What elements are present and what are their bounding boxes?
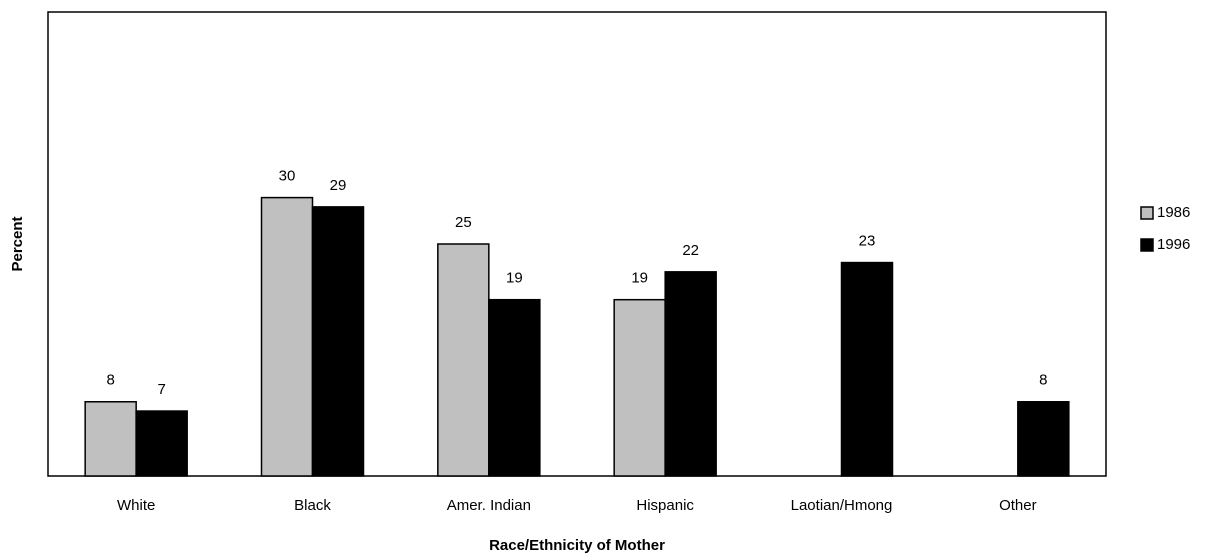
bar — [135, 410, 188, 477]
x-tick-label: Hispanic — [636, 497, 694, 514]
bar — [437, 243, 490, 477]
bar — [311, 206, 365, 477]
x-tick-label: Other — [999, 497, 1037, 514]
value-label: 23 — [859, 233, 876, 250]
value-label: 22 — [682, 242, 699, 259]
y-axis-label: Percent — [9, 216, 26, 271]
x-tick-label: White — [117, 497, 155, 514]
legend-label: 1986 — [1157, 204, 1190, 221]
x-tick-label: Laotian/Hmong — [791, 497, 893, 514]
bar — [84, 401, 137, 477]
x-axis-label: Race/Ethnicity of Mother — [489, 537, 665, 554]
x-tick-label: Black — [294, 497, 331, 514]
legend-swatch — [1140, 238, 1154, 252]
value-label: 8 — [1039, 372, 1047, 389]
legend-label: 1996 — [1157, 236, 1190, 253]
bar — [260, 196, 314, 477]
bar — [488, 298, 541, 477]
value-label: 8 — [106, 372, 114, 389]
value-label: 7 — [157, 381, 165, 398]
bar — [613, 298, 666, 477]
x-tick-label: Amer. Indian — [447, 497, 531, 514]
value-label: 30 — [279, 168, 296, 185]
value-label: 25 — [455, 214, 472, 231]
plot-frame — [47, 11, 1107, 477]
bar — [664, 271, 717, 477]
bar — [840, 261, 894, 477]
bar — [1017, 401, 1070, 477]
value-label: 19 — [506, 270, 523, 287]
value-label: 19 — [631, 270, 648, 287]
value-label: 29 — [330, 177, 347, 194]
legend-swatch — [1140, 206, 1154, 220]
